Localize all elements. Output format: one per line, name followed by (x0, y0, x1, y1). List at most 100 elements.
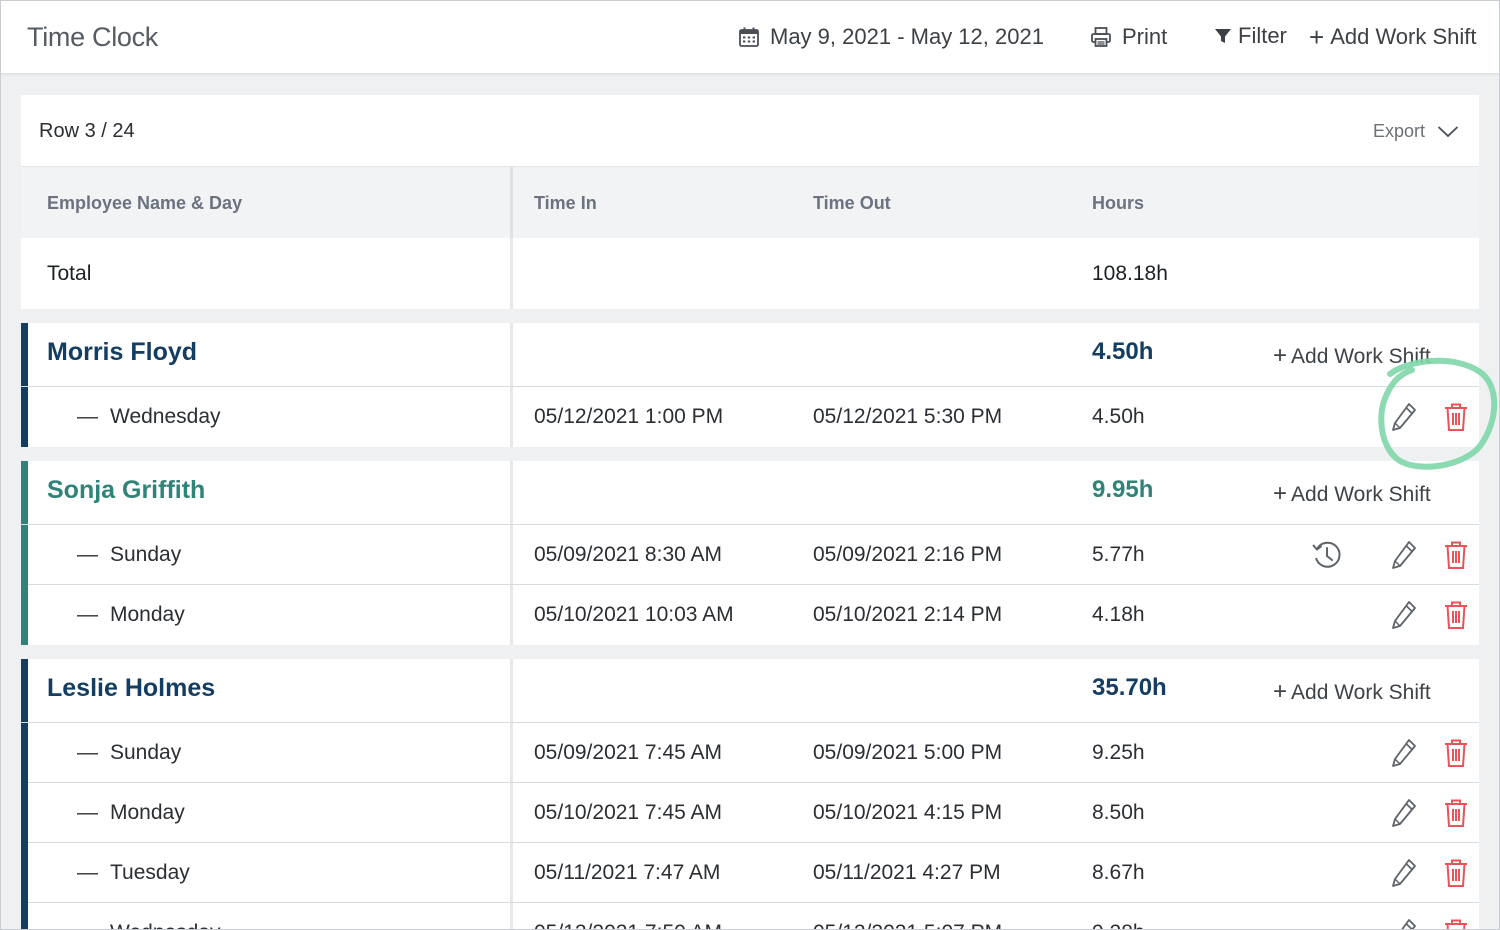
trash-icon (1445, 403, 1467, 431)
trash-icon (1445, 799, 1467, 827)
shift-day-label: Monday (110, 603, 185, 626)
dash-icon: — (77, 405, 98, 428)
shift-time-out: 05/10/2021 2:14 PM (813, 603, 1003, 626)
pencil-icon (1392, 739, 1416, 767)
edit-shift-button[interactable] (1389, 599, 1419, 631)
shift-day: — Sunday (77, 543, 181, 567)
edit-shift-button[interactable] (1389, 401, 1419, 433)
shift-time-out: 05/09/2021 2:16 PM (813, 543, 1003, 566)
filter-icon (1215, 29, 1231, 43)
column-divider (510, 238, 513, 309)
shift-day-label: Wednesday (110, 405, 221, 428)
dash-icon: — (77, 921, 98, 930)
filter-label: Filter (1238, 23, 1287, 48)
add-work-shift-button[interactable]: + Add Work Shift (1273, 678, 1431, 706)
column-divider (510, 323, 513, 447)
employee-total-hours: 4.50h (1092, 338, 1154, 365)
column-header-time-in[interactable]: Time In (534, 193, 597, 213)
shift-day: — Wednesday (77, 405, 221, 429)
group-color-stripe (21, 323, 28, 447)
trash-icon (1445, 739, 1467, 767)
shift-time-in: 05/10/2021 10:03 AM (534, 603, 734, 626)
trash-icon (1445, 859, 1467, 887)
shift-row: — Monday 05/10/2021 10:03 AM 05/10/2021 2… (28, 585, 1479, 645)
shift-row: — Sunday 05/09/2021 7:45 AM 05/09/2021 5:… (28, 723, 1479, 783)
shift-day-label: Sunday (110, 543, 182, 566)
shift-time-out: 05/11/2021 4:27 PM (813, 861, 1001, 884)
calendar-icon (739, 27, 759, 47)
edit-shift-button[interactable] (1389, 857, 1419, 889)
print-label: Print (1122, 24, 1168, 49)
employee-name[interactable]: Leslie Holmes (47, 674, 216, 702)
shift-time-in: 05/10/2021 7:45 AM (534, 801, 722, 824)
employee-total-hours: 35.70h (1092, 674, 1167, 701)
shift-time-in: 05/12/2021 1:00 PM (534, 405, 724, 428)
shift-day-label: Wednesday (110, 921, 221, 930)
delete-shift-button[interactable] (1441, 917, 1471, 930)
history-icon (1312, 541, 1341, 568)
employee-header-row: Sonja Griffith 9.95h + Add Work Shift (21, 461, 1479, 525)
filter-button[interactable]: Filter (1214, 23, 1287, 49)
shift-day: — Sunday (77, 741, 181, 765)
table-header: Employee Name & Day Time In Time Out Hou… (21, 167, 1479, 238)
column-header-time-out[interactable]: Time Out (813, 193, 891, 213)
date-range-picker[interactable]: May 9, 2021 - May 12, 2021 (738, 24, 1044, 50)
shift-hours: 8.50h (1092, 801, 1145, 824)
delete-shift-button[interactable] (1441, 401, 1471, 433)
print-button[interactable]: Print (1090, 24, 1167, 50)
pencil-icon (1392, 859, 1416, 887)
delete-shift-button[interactable] (1441, 539, 1471, 571)
row-counter: Row 3 / 24 (39, 120, 135, 142)
plus-icon: + (1273, 342, 1288, 369)
dash-icon: — (77, 801, 98, 824)
add-work-shift-label: Add Work Shift (1330, 24, 1477, 49)
edit-shift-button[interactable] (1389, 917, 1419, 930)
add-work-shift-label: Add Work Shift (1291, 345, 1431, 368)
shift-time-in: 05/09/2021 8:30 AM (534, 543, 722, 566)
table-toolbar: Row 3 / 24 Export (21, 95, 1479, 167)
column-header-hours[interactable]: Hours (1092, 193, 1145, 213)
export-dropdown[interactable]: Export (1373, 121, 1459, 142)
total-label: Total (47, 262, 92, 285)
employee-group: Sonja Griffith 9.95h + Add Work Shift — Su… (21, 461, 1479, 645)
employee-group: Morris Floyd 4.50h + Add Work Shift — Wedn… (21, 323, 1479, 447)
history-button[interactable] (1311, 539, 1341, 571)
chevron-down-icon (1437, 125, 1459, 137)
shift-row: — Wednesday 05/12/2021 7:50 AM 05/12/2021… (28, 903, 1479, 930)
delete-shift-button[interactable] (1441, 797, 1471, 829)
add-work-shift-button[interactable]: + Add Work Shift (1273, 480, 1431, 508)
shift-hours: 4.50h (1092, 405, 1145, 428)
employee-total-hours: 9.95h (1092, 476, 1154, 503)
shift-hours: 4.18h (1092, 603, 1145, 626)
edit-shift-button[interactable] (1389, 797, 1419, 829)
edit-shift-button[interactable] (1389, 737, 1419, 769)
shift-time-out: 05/12/2021 5:07 PM (813, 921, 1002, 930)
employee-name[interactable]: Morris Floyd (47, 338, 198, 366)
dash-icon: — (77, 741, 98, 764)
shift-day-label: Tuesday (110, 861, 190, 884)
delete-shift-button[interactable] (1441, 737, 1471, 769)
employee-name[interactable]: Sonja Griffith (47, 476, 206, 504)
shift-day-label: Sunday (110, 741, 182, 764)
trash-icon (1445, 601, 1467, 629)
column-divider (510, 461, 513, 645)
add-work-shift-button[interactable]: + Add Work Shift (1309, 24, 1477, 50)
trash-icon (1445, 541, 1467, 569)
employee-header-row: Morris Floyd 4.50h + Add Work Shift (21, 323, 1479, 387)
shift-day-label: Monday (110, 801, 185, 824)
edit-shift-button[interactable] (1389, 539, 1419, 571)
delete-shift-button[interactable] (1441, 857, 1471, 889)
column-header-name[interactable]: Employee Name & Day (47, 193, 243, 213)
shift-time-out: 05/12/2021 5:30 PM (813, 405, 1003, 428)
dash-icon: — (77, 861, 98, 884)
shift-time-in: 05/11/2021 7:47 AM (534, 861, 721, 884)
dash-icon: — (77, 543, 98, 566)
shift-day: — Tuesday (77, 861, 190, 885)
plus-icon: + (1273, 678, 1288, 705)
trash-icon (1445, 919, 1467, 930)
column-divider (510, 167, 513, 238)
delete-shift-button[interactable] (1441, 599, 1471, 631)
pencil-icon (1392, 601, 1416, 629)
group-color-stripe (21, 659, 28, 930)
add-work-shift-button[interactable]: + Add Work Shift (1273, 342, 1431, 370)
